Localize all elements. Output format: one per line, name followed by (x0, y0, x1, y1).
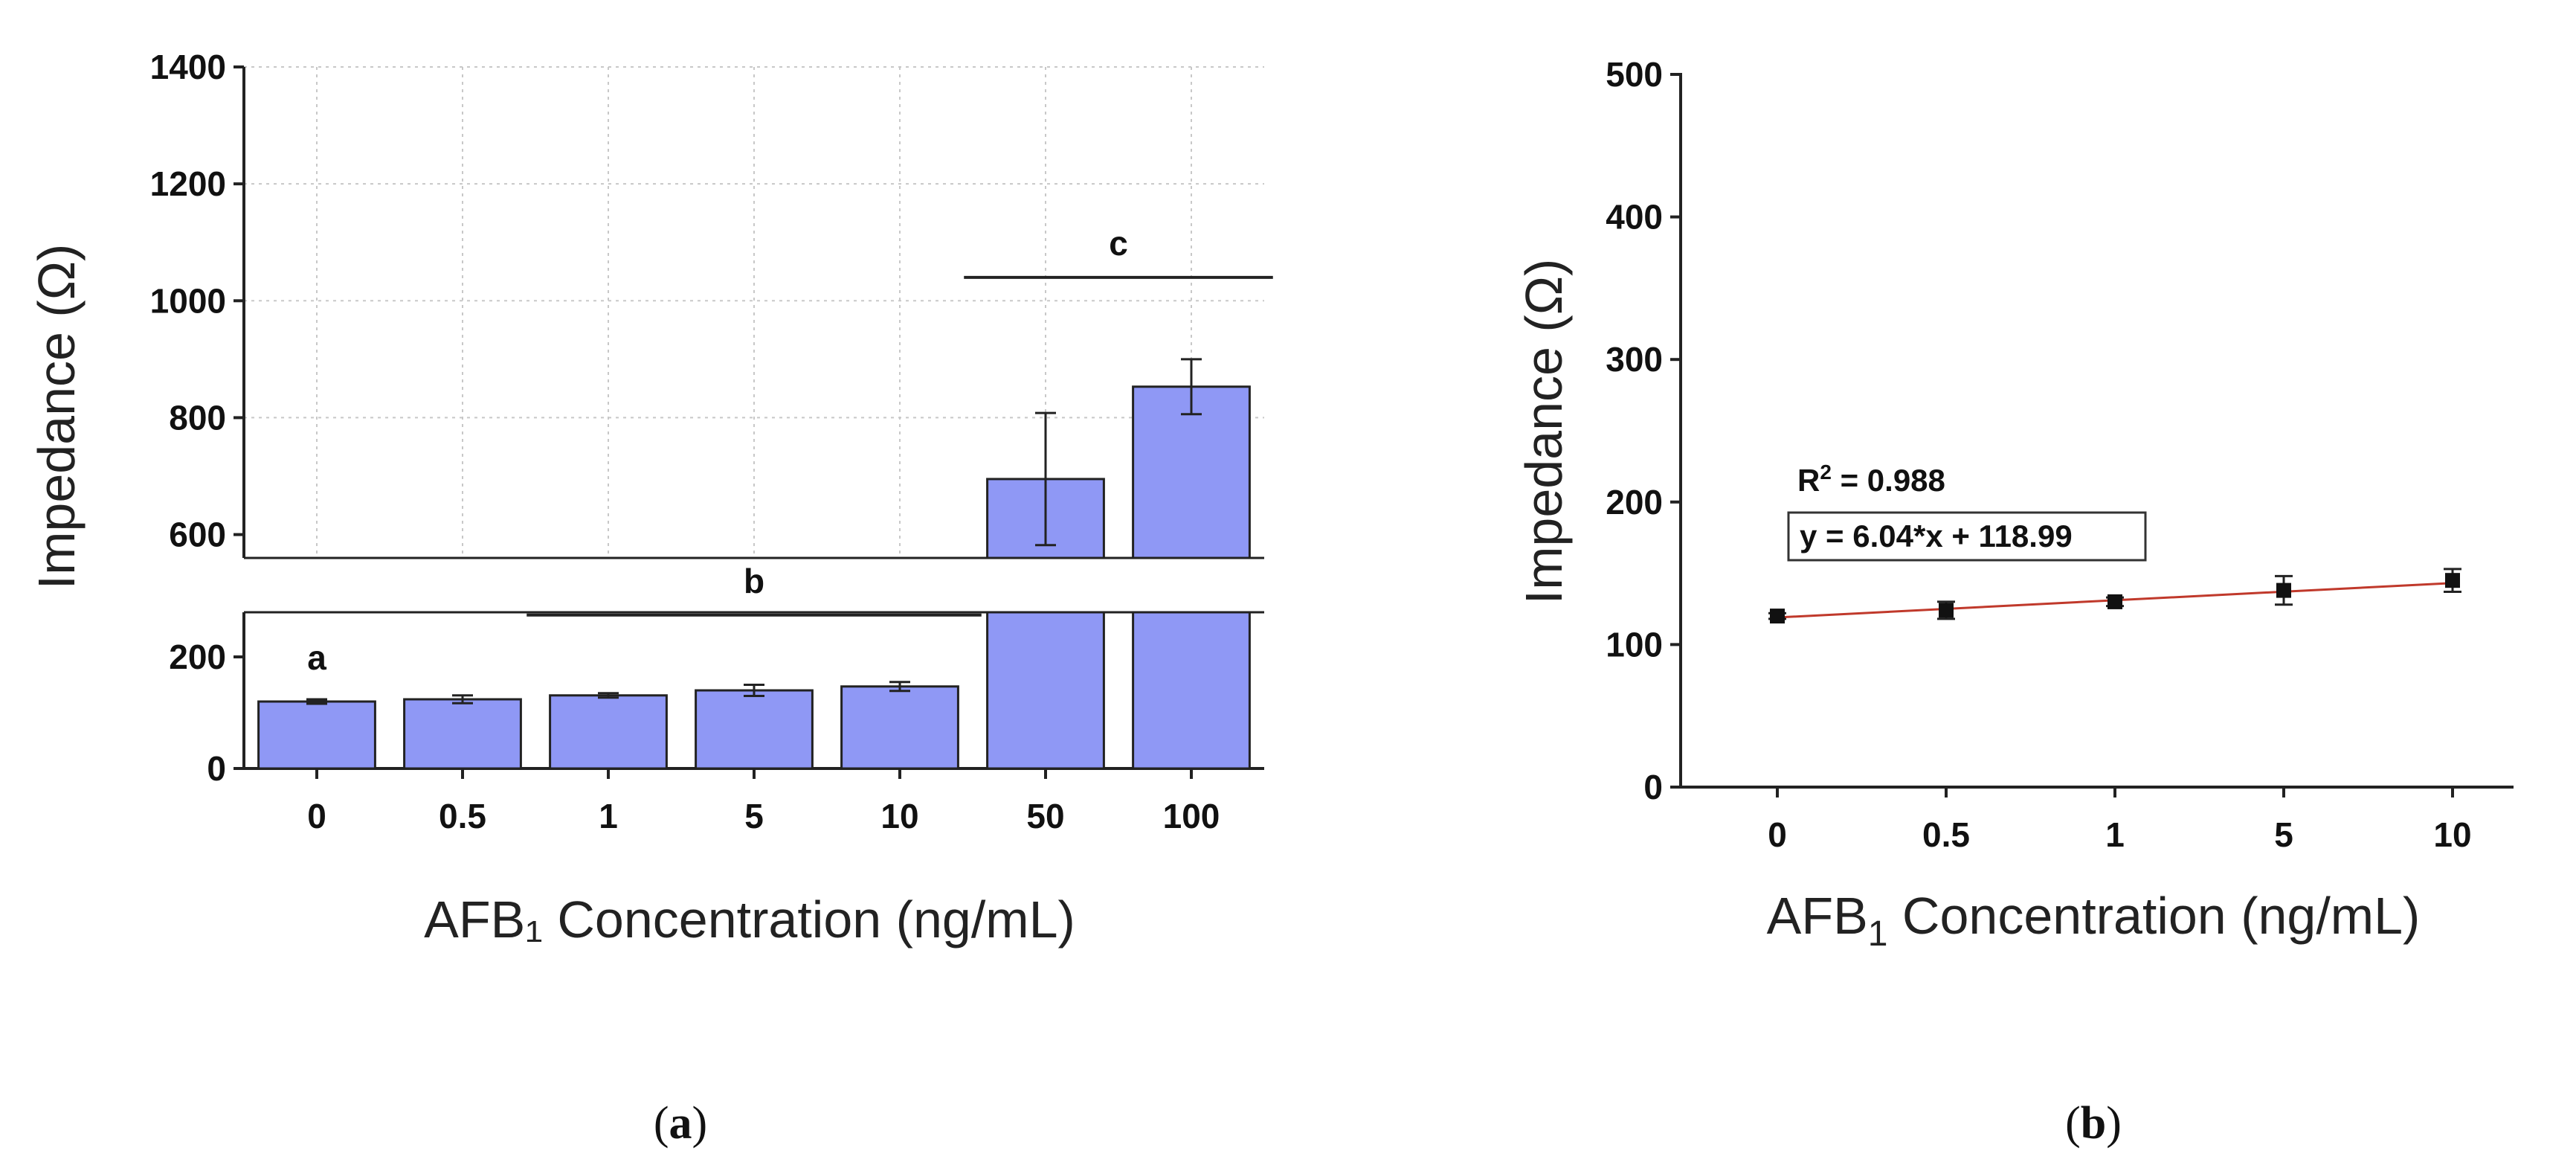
a-xtick-label: 50 (1026, 797, 1064, 835)
b-xtick-label: 0 (1768, 815, 1787, 854)
a-bars (257, 358, 1252, 770)
b-data-point (1939, 603, 1954, 618)
b-equation: y = 6.04*x + 118.99 (1800, 519, 2073, 553)
a-xtick-label: 0 (307, 797, 326, 835)
b-data-point (2276, 582, 2291, 598)
a-bar-lower-part (986, 611, 1105, 770)
b-ytick-label: 400 (1606, 198, 1663, 237)
a-xtick-label: 0.5 (439, 797, 486, 835)
a-ytick-label: 1000 (150, 281, 226, 320)
b-ytick-label: 300 (1606, 340, 1663, 379)
a-significance-groups: a b c (307, 224, 1273, 677)
b-points (1768, 568, 2461, 624)
b-data-point (2108, 594, 2122, 609)
a-group-label: c (1109, 224, 1128, 263)
a-ticks: 600 800 1000 1200 1400 0 200 0 0.5 1 5 10 50 100 (150, 48, 1220, 835)
a-x-axis-label: AFB₁ Concentration (ng/mL) (424, 890, 1075, 949)
a-bar (403, 698, 522, 770)
b-y-axis-label: Impedance (Ω) (1515, 259, 1573, 605)
a-ytick-label: 0 (207, 749, 226, 788)
a-bar-break-gap (985, 559, 1106, 611)
a-xtick-label: 10 (880, 797, 918, 835)
a-bar-break-gap (1131, 559, 1252, 611)
b-xtick-label: 5 (2274, 815, 2293, 854)
a-ytick-label: 1400 (150, 48, 226, 86)
b-panel-label: (b) (2065, 1098, 2122, 1149)
b-axes (1679, 73, 2514, 789)
a-ytick-label: 200 (169, 638, 226, 676)
b-x-axis-label: AFB1 Concentration (ng/mL) (1767, 887, 2421, 954)
b-r-squared: R2 = 0.988 (1797, 460, 1945, 498)
a-group-label: b (744, 562, 764, 600)
a-xtick-label: 1 (599, 797, 618, 835)
b-data-point (1770, 609, 1785, 624)
a-bar (549, 694, 668, 770)
a-bar (695, 689, 814, 770)
b-xtick-label: 10 (2433, 815, 2471, 854)
b-ytick-label: 200 (1606, 483, 1663, 521)
b-xtick-label: 1 (2105, 815, 2125, 854)
a-ytick-label: 600 (169, 516, 226, 554)
a-panel-label: (a) (654, 1098, 707, 1149)
a-xtick-label: 5 (744, 797, 764, 835)
b-ytick-label: 500 (1606, 55, 1663, 94)
a-y-axis-label: Impedance (Ω) (28, 244, 86, 590)
b-xtick-label: 0.5 (1922, 815, 1970, 854)
a-ytick-label: 1200 (150, 164, 226, 203)
a-ytick-label: 800 (169, 398, 226, 437)
b-data-point (2445, 573, 2460, 588)
a-bar (257, 700, 376, 770)
b-ytick-label: 0 (1643, 768, 1663, 806)
a-xtick-label: 100 (1163, 797, 1220, 835)
a-gridlines (244, 66, 1264, 558)
a-bar-lower-part (1132, 611, 1251, 770)
b-equation-box (1787, 511, 2147, 562)
a-group-label: a (307, 638, 326, 677)
a-bar (840, 685, 959, 770)
b-ticks: 0 100 200 300 400 500 0 0.5 1 5 10 (1606, 55, 2471, 854)
b-ytick-label: 100 (1606, 625, 1663, 664)
